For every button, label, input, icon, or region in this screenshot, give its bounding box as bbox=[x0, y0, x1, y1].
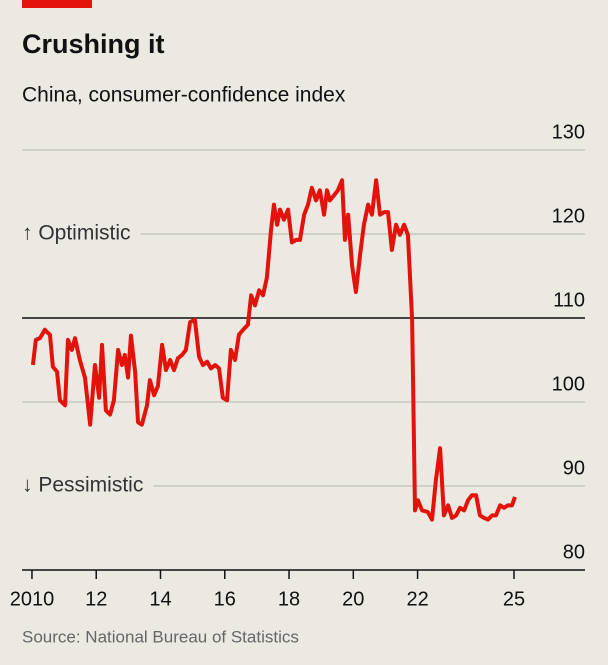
brand-tag bbox=[22, 0, 92, 8]
y-tick-label: 90 bbox=[563, 457, 585, 479]
chart-subtitle: China, consumer-confidence index bbox=[22, 84, 346, 107]
x-tick-label: 14 bbox=[149, 588, 171, 610]
chart-title: Crushing it bbox=[22, 29, 165, 59]
annotation-bg bbox=[20, 473, 154, 497]
annotation: ↑ Optimistic bbox=[22, 222, 131, 245]
annotation: ↓ Pessimistic bbox=[22, 474, 143, 497]
source: Source: National Bureau of Statistics bbox=[22, 627, 299, 646]
x-tick-label: 12 bbox=[85, 588, 107, 610]
data-line bbox=[30, 178, 517, 522]
x-tick-label: 22 bbox=[406, 588, 428, 610]
x-tick-label: 2010 bbox=[10, 588, 55, 610]
y-tick-label: 130 bbox=[552, 121, 585, 143]
x-tick-label: 16 bbox=[214, 588, 236, 610]
y-tick-label: 120 bbox=[552, 205, 585, 227]
y-tick-label: 100 bbox=[552, 373, 585, 395]
y-tick-label: 110 bbox=[553, 289, 585, 311]
y-tick-label: 80 bbox=[563, 541, 585, 563]
x-tick-label: 18 bbox=[278, 588, 300, 610]
annotation-bg bbox=[20, 221, 141, 245]
x-tick-label: 20 bbox=[342, 588, 364, 610]
x-tick-label: 25 bbox=[503, 588, 525, 610]
